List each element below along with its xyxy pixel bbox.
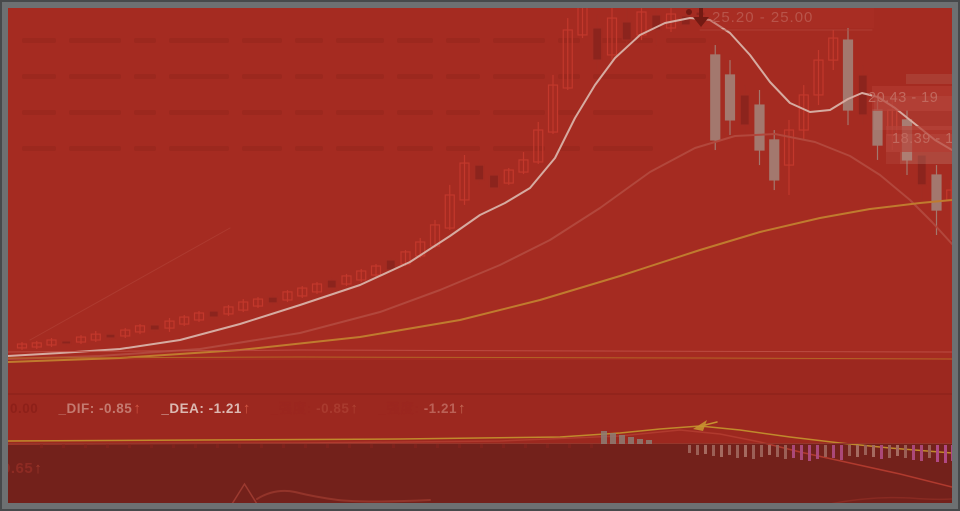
up-arrow-icon: ↑ xyxy=(133,400,142,417)
bottom-indicator-number: 0.65 xyxy=(8,460,34,477)
up-arrow-icon: ↑ xyxy=(457,400,466,417)
indicator-zero-label: 0.00 xyxy=(10,401,39,416)
bottom-indicator-value: 0.65↑ xyxy=(8,460,42,477)
price-label-high: 20.43 - 19 xyxy=(868,90,939,106)
up-arrow-icon: ↑ xyxy=(242,400,251,417)
peak-price-label: 25.20 - 25.00 xyxy=(712,9,814,26)
candlestick-chart-canvas[interactable] xyxy=(8,8,952,503)
up-arrow-icon: ↑ xyxy=(34,460,43,477)
indicator-item: _强度: -0.85↑ xyxy=(270,400,359,417)
indicator-item: _DEA: -1.21↑ xyxy=(161,400,251,417)
up-arrow-icon: ↑ xyxy=(350,400,359,417)
indicator-item: _DIF: -0.85↑ xyxy=(58,400,142,417)
indicator-item: _强度: -1.21↑ xyxy=(378,400,466,417)
chart-area: 25.20 - 25.00 20.43 - 19 18.39 - 1 0.00 … xyxy=(8,8,952,503)
price-label-low: 18.39 - 1 xyxy=(892,131,952,147)
indicator-values-row: 0.00 _DIF: -0.85↑ _DEA: -1.21↑ _强度: -0.85↑… xyxy=(10,397,486,417)
